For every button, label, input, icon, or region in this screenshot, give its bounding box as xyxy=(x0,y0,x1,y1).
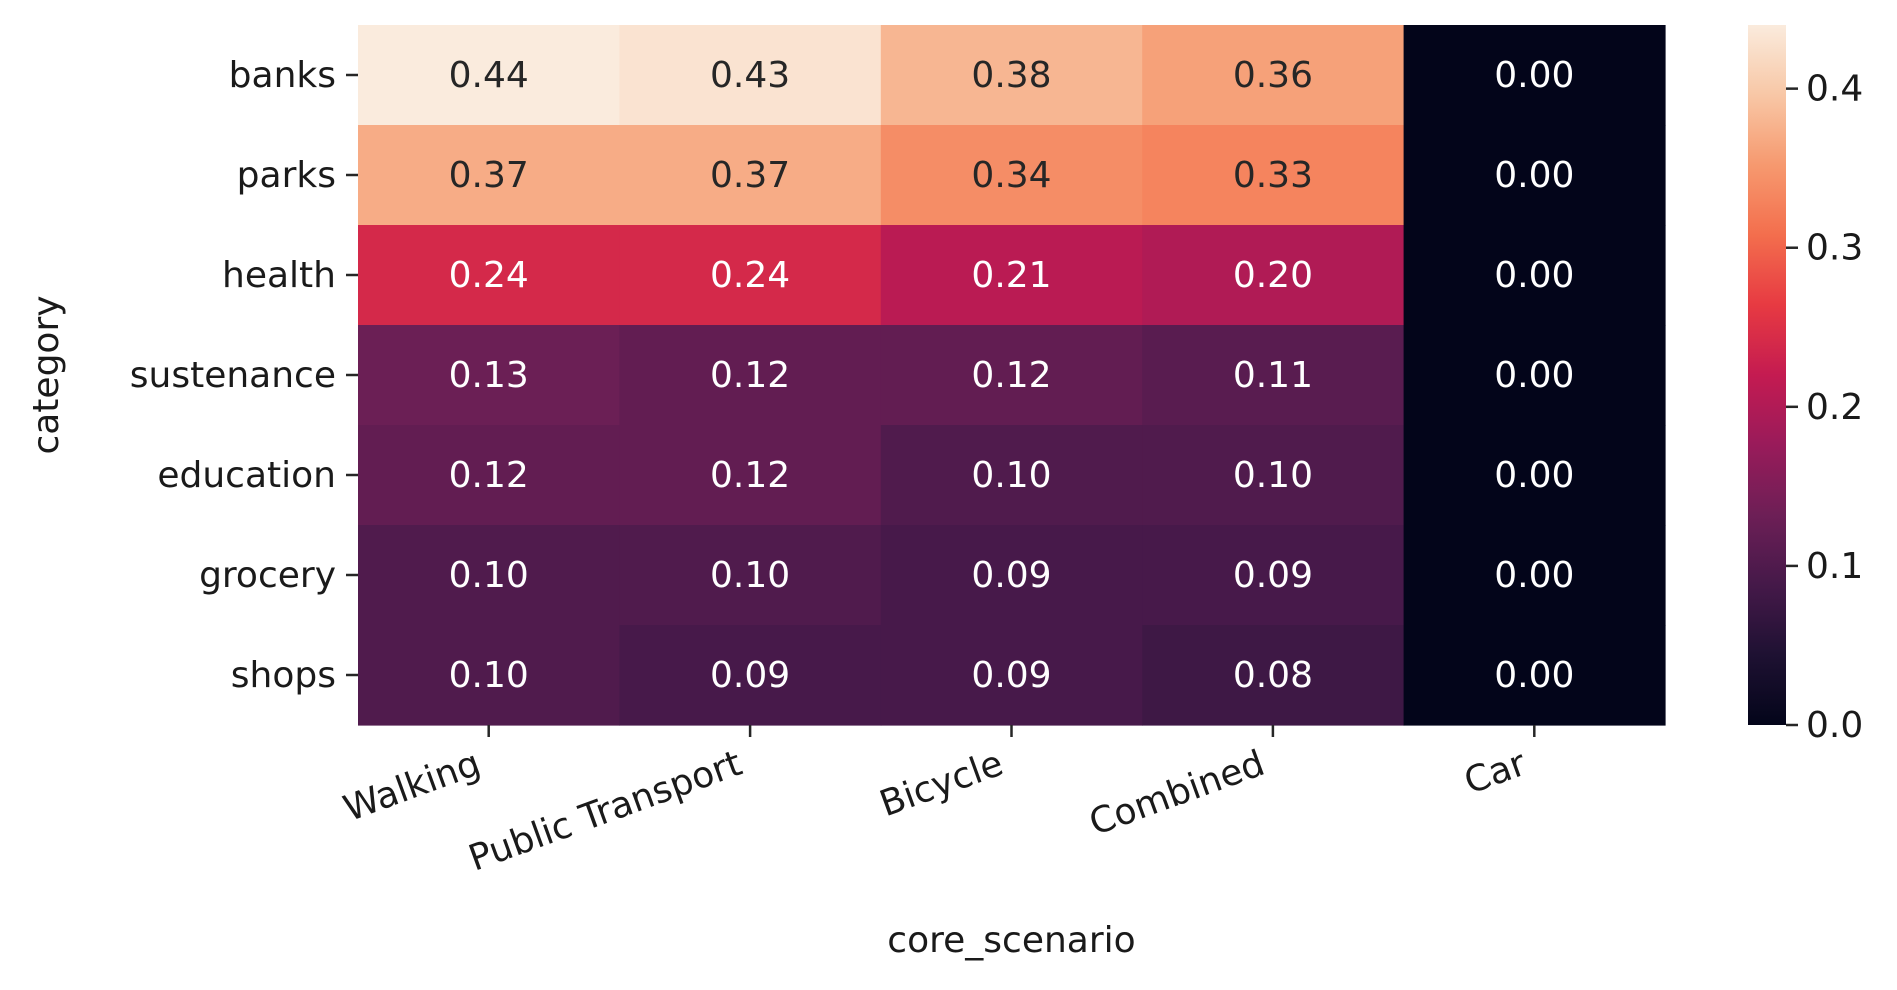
cell-value-label: 0.20 xyxy=(1233,255,1313,296)
colorbar-tick-label: 0.0 xyxy=(1806,705,1863,746)
x-axis-title: core_scenario xyxy=(887,920,1135,961)
cell-value-label: 0.10 xyxy=(449,555,529,596)
y-tick-label-education: education xyxy=(157,455,336,496)
heatmap-cell-education-bicycle xyxy=(880,425,1143,526)
cell-value-label: 0.10 xyxy=(710,555,790,596)
heatmap-cell-health-walking xyxy=(358,225,620,326)
cell-value-label: 0.00 xyxy=(1494,55,1574,96)
x-tick-label-public-transport: Public Transport xyxy=(464,743,748,880)
cell-value-label: 0.12 xyxy=(971,355,1051,396)
cell-value-label: 0.36 xyxy=(1233,55,1313,96)
heatmap-cell-banks-walking xyxy=(358,25,620,126)
cell-value-label: 0.00 xyxy=(1494,555,1574,596)
x-tick-label-car: Car xyxy=(1459,743,1531,803)
cell-value-label: 0.10 xyxy=(449,655,529,696)
cell-value-label: 0.21 xyxy=(971,255,1051,296)
y-tick-label-banks: banks xyxy=(229,55,336,96)
y-tick-label-grocery: grocery xyxy=(199,555,336,596)
heatmap-cell-banks-car xyxy=(1403,25,1666,126)
cell-value-label: 0.33 xyxy=(1233,155,1313,196)
cell-value-label: 0.44 xyxy=(449,55,529,96)
y-tick-label-parks: parks xyxy=(237,155,336,196)
heatmap-cell-sustenance-public-transport xyxy=(619,325,882,426)
cell-value-label: 0.37 xyxy=(449,155,529,196)
heatmap-cell-shops-car xyxy=(1403,625,1666,726)
cell-value-label: 0.09 xyxy=(710,655,790,696)
heatmap-cell-shops-bicycle xyxy=(880,625,1143,726)
cell-value-label: 0.12 xyxy=(710,455,790,496)
heatmap-cell-banks-public-transport xyxy=(619,25,882,126)
colorbar: 0.0 0.1 0.2 0.3 0.4 xyxy=(1748,25,1863,746)
heatmap-cell-shops-combined xyxy=(1142,625,1405,726)
heatmap-cell-parks-public-transport xyxy=(619,125,882,226)
colorbar-bar xyxy=(1748,25,1786,725)
heatmap-cell-education-walking xyxy=(358,425,620,526)
cell-value-label: 0.43 xyxy=(710,55,790,96)
cell-value-label: 0.00 xyxy=(1494,155,1574,196)
heatmap-cell-grocery-car xyxy=(1403,525,1666,626)
cell-value-label: 0.00 xyxy=(1494,655,1574,696)
cell-value-label: 0.24 xyxy=(710,255,790,296)
heatmap-cell-sustenance-car xyxy=(1403,325,1666,426)
cell-value-label: 0.09 xyxy=(971,555,1051,596)
heatmap-cell-health-combined xyxy=(1142,225,1405,326)
cell-value-label: 0.10 xyxy=(1233,455,1313,496)
cell-value-label: 0.38 xyxy=(971,55,1051,96)
x-tick-label-bicycle: Bicycle xyxy=(875,743,1009,825)
cell-value-label: 0.12 xyxy=(449,455,529,496)
heatmap-cell-education-car xyxy=(1403,425,1666,526)
cell-value-label: 0.11 xyxy=(1233,355,1313,396)
cell-value-label: 0.24 xyxy=(449,255,529,296)
colorbar-tick-label: 0.2 xyxy=(1806,387,1863,428)
heatmap-cell-sustenance-bicycle xyxy=(880,325,1143,426)
cell-value-label: 0.00 xyxy=(1494,255,1574,296)
heatmap-cell-labels: 0.44 0.43 0.38 0.36 0.00 0.37 0.37 0.34 0.33 0.00… xyxy=(449,55,1575,696)
y-tick-label-shops: shops xyxy=(231,655,336,696)
cell-value-label: 0.00 xyxy=(1494,455,1574,496)
colorbar-tick-label: 0.4 xyxy=(1806,69,1863,110)
cell-value-label: 0.09 xyxy=(971,655,1051,696)
heatmap-cell-health-public-transport xyxy=(619,225,882,326)
heatmap-cell-grocery-walking xyxy=(358,525,620,626)
heatmap-cell-parks-car xyxy=(1403,125,1666,226)
heatmap-cell-parks-bicycle xyxy=(880,125,1143,226)
heatmap-cell-education-public-transport xyxy=(619,425,882,526)
y-axis: banks parks health sustenance education groce… xyxy=(130,55,358,696)
cell-value-label: 0.34 xyxy=(971,155,1051,196)
heatmap-cell-sustenance-walking xyxy=(358,325,620,426)
cell-value-label: 0.00 xyxy=(1494,355,1574,396)
heatmap-cell-sustenance-combined xyxy=(1142,325,1405,426)
heatmap-cell-grocery-bicycle xyxy=(880,525,1143,626)
heatmap-cell-health-car xyxy=(1403,225,1666,326)
heatmap-cell-parks-walking xyxy=(358,125,620,226)
cell-value-label: 0.13 xyxy=(449,355,529,396)
heatmap-cell-parks-combined xyxy=(1142,125,1405,226)
x-tick-label-walking: Walking xyxy=(338,743,485,830)
heatmap-cell-health-bicycle xyxy=(880,225,1143,326)
heatmap-cell-grocery-public-transport xyxy=(619,525,882,626)
heatmap-cell-education-combined xyxy=(1142,425,1405,526)
cell-value-label: 0.12 xyxy=(710,355,790,396)
y-tick-label-sustenance: sustenance xyxy=(130,355,336,396)
colorbar-tick-label: 0.1 xyxy=(1806,546,1863,587)
heatmap-cell-shops-walking xyxy=(358,625,620,726)
heatmap-cell-shops-public-transport xyxy=(619,625,882,726)
cell-value-label: 0.09 xyxy=(1233,555,1313,596)
cell-value-label: 0.10 xyxy=(971,455,1051,496)
heatmap-cell-banks-bicycle xyxy=(880,25,1143,126)
y-axis-title: category xyxy=(26,295,67,454)
colorbar-tick-label: 0.3 xyxy=(1806,228,1863,269)
heatmap-cells xyxy=(358,25,1666,726)
x-tick-label-combined: Combined xyxy=(1084,743,1270,844)
heatmap-cell-banks-combined xyxy=(1142,25,1405,126)
heatmap-cell-grocery-combined xyxy=(1142,525,1405,626)
cell-value-label: 0.08 xyxy=(1233,655,1313,696)
cell-value-label: 0.37 xyxy=(710,155,790,196)
y-tick-label-health: health xyxy=(222,255,336,296)
